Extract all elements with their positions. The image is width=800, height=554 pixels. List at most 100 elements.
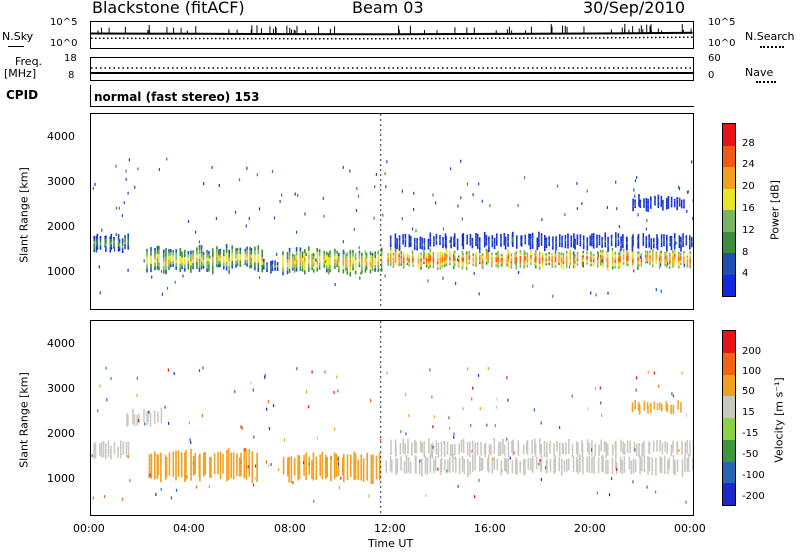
heatmap-cell (687, 453, 690, 457)
heatmap-cell (350, 462, 352, 466)
heatmap-cell (577, 445, 579, 448)
heatmap-cell (648, 236, 650, 239)
heatmap-point (472, 386, 474, 390)
heatmap-cell (673, 259, 676, 263)
heatmap-cell (573, 265, 575, 268)
heatmap-cell (534, 438, 536, 442)
heatmap-cell (692, 459, 693, 462)
heatmap-point (129, 479, 131, 482)
heatmap-cell (466, 448, 469, 452)
heatmap-cell (157, 413, 159, 416)
heatmap-cell (594, 445, 597, 448)
heatmap-cell (586, 239, 589, 242)
heatmap-cell (512, 239, 514, 242)
heatmap-cell (568, 466, 570, 469)
heatmap-cell (532, 467, 534, 471)
heatmap-cell (491, 241, 494, 244)
heatmap-cell (407, 470, 410, 473)
heatmap-cell (471, 440, 474, 443)
heatmap-point (324, 370, 326, 374)
heatmap-cell (219, 260, 222, 264)
vel-cbar-tick-100: 100 (742, 366, 762, 377)
heatmap-cell (192, 259, 194, 263)
heatmap-cell (374, 265, 377, 269)
heatmap-cell (600, 445, 602, 448)
heatmap-cell (192, 263, 194, 267)
heatmap-cell (605, 444, 607, 448)
heatmap-cell (290, 469, 293, 475)
heatmap-cell (637, 251, 639, 255)
heatmap-cell (524, 234, 527, 237)
heatmap-cell (582, 242, 585, 245)
heatmap-cell (657, 194, 660, 197)
heatmap-cell (433, 241, 435, 244)
heatmap-cell (510, 258, 513, 261)
heatmap-cell (660, 203, 663, 205)
heatmap-cell (426, 471, 429, 475)
heatmap-point (474, 495, 476, 499)
heatmap-cell (444, 464, 446, 467)
heatmap-cell (439, 464, 442, 467)
heatmap-cell (659, 449, 661, 452)
heatmap-cell (488, 444, 491, 446)
heatmap-cell (535, 259, 537, 263)
heatmap-cell (615, 452, 617, 455)
heatmap-cell (164, 455, 167, 460)
heatmap-cell (669, 260, 671, 264)
heatmap-cell (102, 449, 105, 453)
heatmap-cell (462, 255, 464, 258)
heatmap-cell (93, 238, 95, 242)
heatmap-cell (146, 260, 148, 265)
heatmap-cell (544, 243, 546, 246)
heatmap-cell (540, 461, 543, 464)
heatmap-cell (528, 241, 530, 244)
heatmap-point (449, 240, 451, 243)
heatmap-cell (446, 443, 449, 446)
heatmap-cell (686, 462, 689, 465)
heatmap-cell (663, 458, 666, 462)
heatmap-cell (349, 254, 352, 259)
heatmap-cell (342, 269, 345, 274)
heatmap-cell (153, 412, 156, 415)
heatmap-cell (445, 240, 447, 243)
heatmap-cell (601, 460, 603, 464)
heatmap-cell (403, 461, 406, 464)
heatmap-point (581, 202, 583, 205)
heatmap-cell (668, 457, 670, 460)
heatmap-cell (558, 459, 560, 462)
heatmap-cell (638, 452, 640, 455)
heatmap-cell (127, 414, 129, 417)
heatmap-cell (293, 469, 296, 473)
heatmap-cell (156, 474, 159, 479)
heatmap-cell (623, 467, 626, 470)
heatmap-cell (158, 258, 160, 263)
heatmap-cell (354, 470, 357, 476)
heatmap-cell (605, 461, 607, 465)
heatmap-cell (99, 443, 101, 446)
heatmap-cell (594, 454, 597, 457)
power-cbar-tick-28: 28 (742, 138, 755, 149)
heatmap-cell (639, 202, 642, 204)
heatmap-cell (250, 254, 253, 258)
heatmap-cell (462, 443, 465, 447)
heatmap-cell (506, 260, 508, 263)
heatmap-cell (400, 458, 402, 461)
heatmap-point (324, 259, 326, 263)
heatmap-point (446, 469, 448, 473)
heatmap-cell (468, 261, 471, 265)
heatmap-cell (409, 461, 412, 464)
heatmap-cell (329, 265, 331, 269)
heatmap-cell (402, 235, 404, 238)
heatmap-point (357, 194, 360, 198)
heatmap-cell (553, 443, 555, 446)
heatmap-cell (663, 244, 665, 247)
heatmap-cell (361, 252, 363, 257)
heatmap-cell (673, 243, 676, 247)
heatmap-cell (637, 238, 640, 242)
heatmap-cell (398, 240, 401, 243)
heatmap-cell (177, 463, 180, 468)
heatmap-cell (666, 452, 668, 455)
heatmap-cell (274, 269, 276, 271)
heatmap-cell (645, 246, 648, 248)
heatmap-cell (94, 453, 97, 456)
